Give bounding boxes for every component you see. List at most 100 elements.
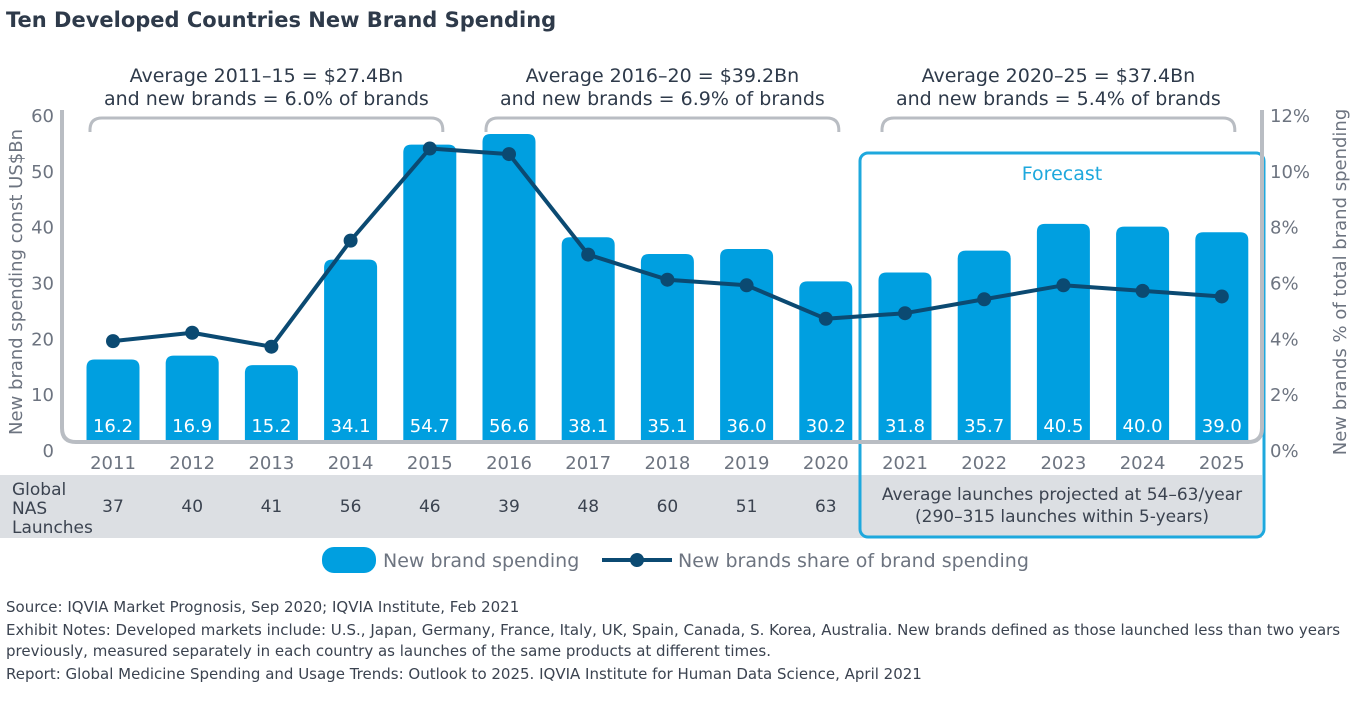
bar-label-2024: 40.0: [1123, 416, 1163, 437]
x-tick-2020: 2020: [803, 453, 849, 474]
chart-title: Ten Developed Countries New Brand Spendi…: [6, 8, 557, 32]
table-cell-2020: 63: [815, 497, 837, 517]
bar-label-2017: 38.1: [568, 416, 608, 437]
table-cell-2011: 37: [102, 497, 124, 517]
y-tick-20: 20: [31, 329, 54, 350]
annotation-line1-2: Average 2016–20 = $39.2Bn: [526, 65, 800, 87]
bar-label-2011: 16.2: [93, 416, 133, 437]
y-tick-10: 10: [31, 385, 54, 406]
x-tick-2014: 2014: [328, 453, 374, 474]
forecast-label: Forecast: [1022, 163, 1102, 185]
line-point-2023: [1056, 278, 1071, 293]
line-point-2012: [185, 325, 200, 340]
bar-label-2018: 35.1: [647, 416, 687, 437]
bar-label-2025: 39.0: [1202, 416, 1242, 437]
bar-2015: [403, 144, 457, 441]
legend-line-label: New brands share of brand spending: [678, 550, 1029, 572]
bar-label-2019: 36.0: [727, 416, 767, 437]
table-cell-2013: 41: [261, 497, 283, 517]
x-tick-2022: 2022: [961, 453, 1007, 474]
annotation-line2-2: and new brands = 6.9% of brands: [500, 88, 825, 110]
line-point-2014: [343, 233, 358, 248]
legend-bar-swatch: [322, 547, 376, 573]
annotation-line2-3: and new brands = 5.4% of brands: [896, 88, 1221, 110]
x-tick-2011: 2011: [90, 453, 136, 474]
table-cell-2012: 40: [181, 497, 203, 517]
table-cell-2019: 51: [736, 497, 758, 517]
bar-2018: [640, 254, 694, 441]
line-point-2021: [898, 306, 912, 321]
table-cell-2015: 46: [419, 497, 441, 517]
line-point-2024: [1135, 283, 1150, 298]
bar-2019: [720, 249, 774, 441]
x-tick-2015: 2015: [407, 453, 453, 474]
annotation-bracket-3: [880, 116, 1237, 132]
axis-frame: [60, 110, 1264, 444]
y-tick-40: 40: [31, 218, 54, 239]
x-tick-2025: 2025: [1199, 453, 1245, 474]
line-point-2019: [739, 278, 754, 293]
y2-tick-8%: 8%: [1270, 218, 1299, 239]
y2-tick-10%: 10%: [1270, 162, 1310, 183]
line-point-2013: [264, 339, 279, 354]
line-point-2022: [977, 292, 992, 307]
bar-2013: [244, 365, 298, 441]
bar-label-2022: 35.7: [964, 416, 1004, 437]
bar-2020: [799, 281, 853, 441]
line-point-2025: [1214, 289, 1229, 304]
report-note: Report: Global Medicine Spending and Usa…: [6, 665, 922, 683]
source-note: Source: IQVIA Market Prognosis, Sep 2020…: [6, 598, 520, 616]
bar-2011: [86, 359, 140, 441]
x-tick-2021: 2021: [882, 453, 928, 474]
bar-label-2021: 31.8: [885, 416, 925, 437]
table-cell-2016: 39: [498, 497, 520, 517]
legend-bar-label: New brand spending: [383, 550, 579, 572]
y-tick-60: 60: [31, 106, 54, 127]
y2-tick-6%: 6%: [1270, 274, 1299, 295]
y-axis-label: New brand spending const US$Bn: [6, 129, 27, 435]
table-cell-2014: 56: [340, 497, 362, 517]
x-tick-2018: 2018: [644, 453, 690, 474]
line-point-2017: [581, 247, 596, 262]
forecast-launches-1: (290–315 launches within 5-years): [915, 507, 1209, 527]
x-tick-2017: 2017: [565, 453, 611, 474]
y-tick-0: 0: [43, 441, 54, 462]
line-point-2018: [660, 272, 675, 287]
bar-2025: [1195, 232, 1249, 441]
table-cell-2018: 60: [657, 497, 679, 517]
annotation-line2-1: and new brands = 6.0% of brands: [104, 88, 429, 110]
x-tick-2023: 2023: [1040, 453, 1086, 474]
y-tick-30: 30: [31, 274, 54, 295]
legend-line-marker: [630, 553, 644, 567]
annotation-bracket-2: [484, 116, 841, 132]
table-row-label-0: Global: [12, 480, 66, 500]
y2-tick-4%: 4%: [1270, 329, 1299, 350]
bar-2016: [482, 133, 536, 441]
bar-label-2013: 15.2: [251, 416, 291, 437]
table-cell-2017: 48: [577, 497, 599, 517]
y2-tick-2%: 2%: [1270, 385, 1299, 406]
y2-tick-0%: 0%: [1270, 441, 1299, 462]
bar-label-2015: 54.7: [410, 416, 450, 437]
bar-2017: [561, 237, 615, 441]
line-point-2020: [818, 311, 833, 326]
bar-2012: [165, 355, 219, 441]
x-tick-2013: 2013: [248, 453, 294, 474]
bar-label-2016: 56.6: [489, 416, 529, 437]
y-tick-50: 50: [31, 162, 54, 183]
table-band: [0, 475, 1262, 538]
bar-2014: [324, 259, 378, 441]
bar-label-2020: 30.2: [806, 416, 846, 437]
x-tick-2019: 2019: [724, 453, 770, 474]
line-point-2011: [106, 334, 120, 349]
chart-svg: Forecast 16.2 16.9 15.2 34.1 54.7 56.6 38.1 35.1…: [0, 65, 1351, 573]
bar-2023: [1036, 223, 1090, 441]
bar-label-2023: 40.5: [1043, 416, 1083, 437]
exhibit-notes: Exhibit Notes: Developed markets include…: [6, 621, 1341, 660]
table-row-label-2: Launches: [12, 518, 93, 538]
annotation-bracket-1: [88, 116, 445, 132]
line-point-2016: [502, 147, 516, 162]
annotation-line1-3: Average 2020–25 = $37.4Bn: [922, 65, 1196, 87]
y2-axis-label: New brands % of total brand spending: [1330, 109, 1351, 456]
